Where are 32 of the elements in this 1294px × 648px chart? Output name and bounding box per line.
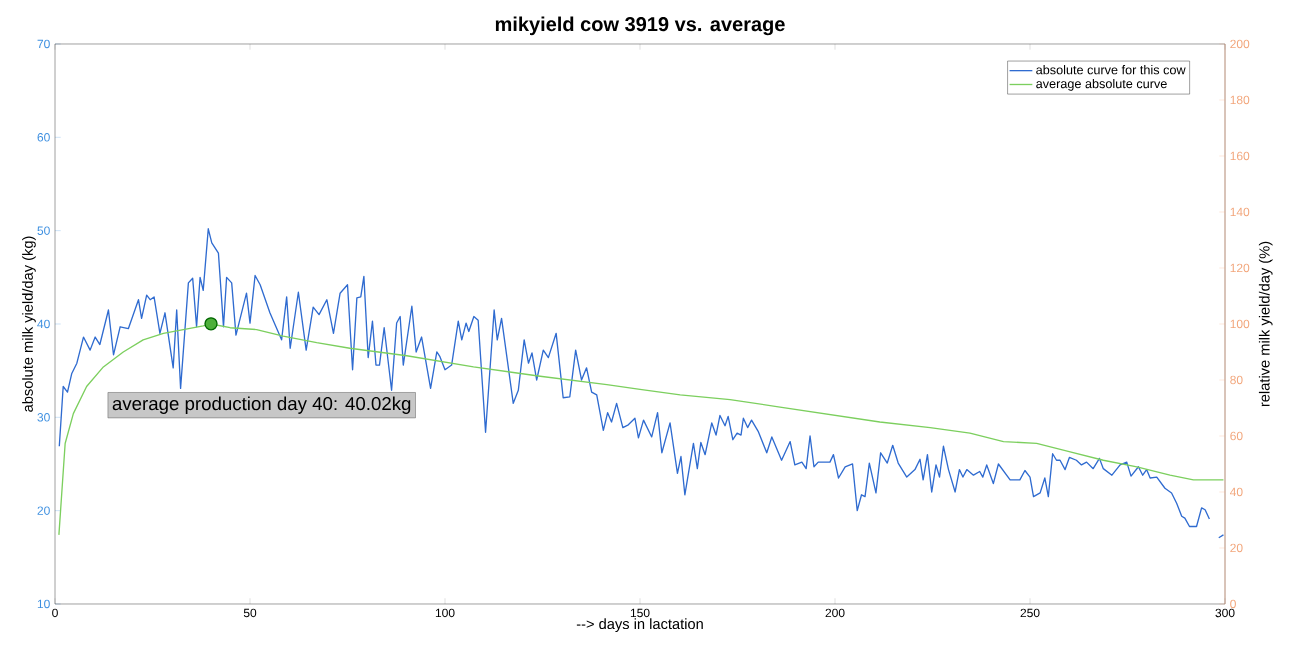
y-axis-title: absolute milk yield/day (kg) [22, 236, 36, 412]
y-tick-label: 50 [37, 226, 50, 235]
y-tick-label: 70 [37, 39, 50, 49]
x-tick-label: 50 [243, 608, 257, 618]
x-tick-label: 0 [52, 608, 58, 618]
y-tick-label: 60 [37, 133, 50, 142]
x-tick-label: 250 [1020, 608, 1040, 618]
y2-tick-label: 200 [1230, 39, 1250, 49]
y2-tick-label: 20 [1230, 543, 1243, 553]
x-tick-label: 300 [1215, 608, 1235, 618]
y2-tick-label: 40 [1229, 487, 1243, 497]
y2-tick-label: 180 [1230, 95, 1250, 105]
y2-axis-title: relative milk yield/day (%) [1258, 241, 1273, 407]
y2-tick-label: 60 [1230, 431, 1243, 441]
chart-title: mikyield cow 3919 vs. average [495, 16, 785, 36]
annotation: average production day 40: 40.02kg [112, 396, 411, 414]
y2-tick-label: 80 [1230, 375, 1243, 385]
y2-tick-label: 140 [1230, 207, 1250, 217]
x-tick-label: 150 [630, 608, 650, 618]
y2-tick-label: 160 [1230, 151, 1250, 161]
legend-label: average absolute curve [1036, 78, 1167, 91]
y-tick-label: 40 [37, 319, 50, 329]
y2-tick-label: 0 [1230, 599, 1236, 609]
x-tick-label: 100 [435, 608, 455, 618]
y2-tick-label: 100 [1230, 319, 1250, 329]
y-tick-label: 30 [37, 413, 50, 422]
y-tick-label: 10 [37, 599, 50, 609]
y2-tick-label: 120 [1230, 263, 1250, 273]
x-tick-label: 200 [825, 608, 845, 618]
legend-label: absolute curve for this cow [1036, 65, 1186, 75]
x-axis-title: --> days in lactation [576, 618, 703, 633]
y-tick-label: 20 [37, 506, 50, 515]
